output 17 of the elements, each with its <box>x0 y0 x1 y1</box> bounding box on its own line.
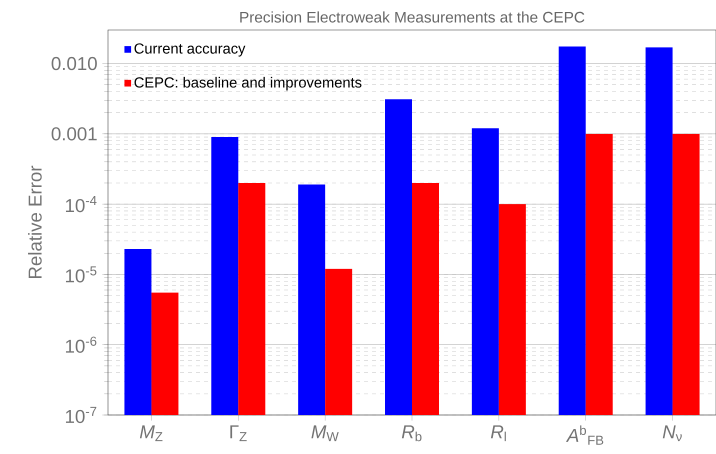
x-tick-label: N$_{ν}$ <box>662 425 682 442</box>
x-tick-label: A$^{b}$FB <box>566 425 604 445</box>
x-tick-label: R$_{l}$ <box>490 425 506 442</box>
y-axis-title: Relative Error <box>28 166 42 278</box>
legend-label: Current accuracy <box>134 43 246 57</box>
x-tick-label: R$_{b}$ <box>402 425 422 442</box>
y-tick-label: 10$^{-6}$ <box>66 336 96 353</box>
y-tick-label: 0.001 <box>52 127 97 140</box>
y-tick-label: 10$^{-5}$ <box>66 266 96 282</box>
y-tick-label: 10$^{-4}$ <box>66 196 97 212</box>
x-tick-label: M$_{Z}$ <box>140 425 162 442</box>
y-tick-label: 0.010 <box>52 56 97 70</box>
legend-label: CEPC: baseline and improvements <box>134 76 362 91</box>
chart-title: Precision Electroweak Measurements at the CEPC <box>240 11 584 23</box>
x-tick-label: Γ$_{Z}$ <box>230 425 247 442</box>
x-tick-label: M$_{W}$ <box>311 425 339 442</box>
y-tick-label: 10$^{-7}$ <box>66 406 96 424</box>
